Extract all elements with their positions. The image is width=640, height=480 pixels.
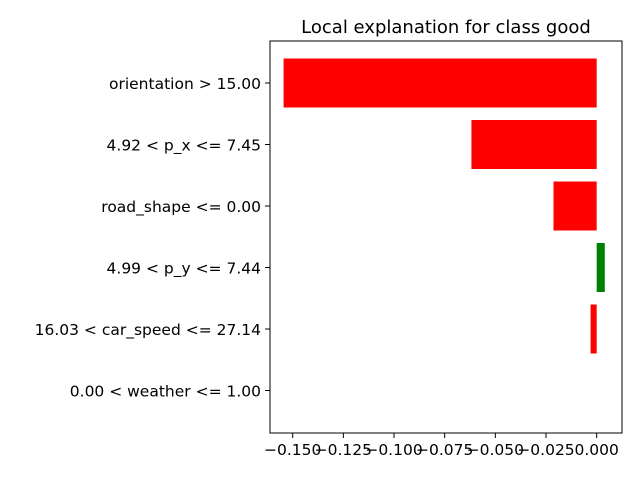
bar-2 [553, 181, 597, 231]
y-tick-label: 0.00 < weather <= 1.00 [70, 383, 261, 401]
bar-0 [283, 58, 597, 108]
plot-frame [269, 40, 623, 434]
bar-3 [596, 243, 605, 292]
x-tick-label: −0.050 [467, 441, 524, 459]
y-tick-label: 4.92 < p_x <= 7.45 [107, 137, 261, 156]
x-tick-label: −0.150 [264, 441, 321, 459]
x-tick-label: −0.025 [517, 441, 574, 459]
x-tick-label: −0.075 [416, 441, 473, 459]
x-tick-label: −0.125 [315, 441, 372, 459]
bars-group [283, 58, 605, 354]
y-tick-label: 4.99 < p_y <= 7.44 [107, 260, 261, 279]
x-axis-ticks: −0.150−0.125−0.100−0.075−0.050−0.025 0.00… [264, 433, 619, 459]
x-tick-label: −0.100 [365, 441, 422, 459]
x-tick-label: 0.000 [574, 441, 618, 459]
y-tick-label: orientation > 15.00 [109, 75, 261, 93]
y-axis-ticks: orientation > 15.00 4.92 < p_x <= 7.45 roa… [35, 75, 270, 401]
y-tick-label: 16.03 < car_speed <= 27.14 [35, 321, 261, 340]
bar-1 [471, 120, 597, 169]
y-tick-label: road_shape <= 0.00 [101, 198, 261, 217]
chart-title: Local explanation for class good [301, 17, 591, 38]
bar-4 [590, 304, 597, 354]
